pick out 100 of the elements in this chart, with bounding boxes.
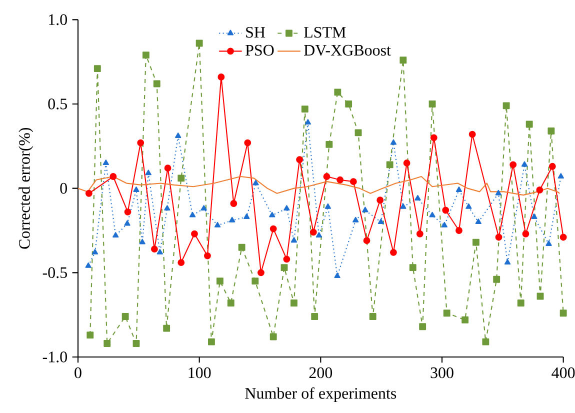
point xyxy=(472,238,480,246)
point xyxy=(510,161,517,168)
point xyxy=(536,186,544,194)
point xyxy=(200,205,207,211)
point xyxy=(124,220,130,226)
point xyxy=(378,218,384,224)
point xyxy=(558,173,564,179)
point xyxy=(178,259,185,266)
point xyxy=(189,212,196,218)
point xyxy=(414,194,421,200)
point xyxy=(390,248,397,256)
point xyxy=(156,248,163,254)
point xyxy=(442,206,450,214)
x-tick-label: 0 xyxy=(74,367,82,378)
point xyxy=(178,174,185,182)
point xyxy=(526,120,533,128)
point xyxy=(227,300,234,306)
point xyxy=(419,323,426,330)
point xyxy=(456,227,462,234)
point xyxy=(164,205,170,211)
point xyxy=(244,139,252,146)
point xyxy=(502,102,510,110)
y-tick-label: -0.5 xyxy=(42,267,67,278)
point xyxy=(345,100,352,108)
point xyxy=(296,156,304,164)
point xyxy=(462,316,469,324)
point xyxy=(350,178,357,186)
point xyxy=(403,160,410,166)
point xyxy=(560,234,567,241)
point xyxy=(132,340,140,347)
x-tick-label: 400 xyxy=(552,367,575,378)
point xyxy=(416,230,424,238)
point xyxy=(354,129,362,136)
point xyxy=(504,259,511,265)
point xyxy=(124,208,132,216)
point xyxy=(270,225,277,232)
point xyxy=(323,173,330,180)
point xyxy=(390,139,397,145)
point xyxy=(229,216,236,222)
point xyxy=(430,134,438,142)
point xyxy=(456,186,462,192)
point xyxy=(352,216,359,222)
point xyxy=(86,332,94,339)
point xyxy=(443,310,450,317)
point xyxy=(208,338,215,346)
point xyxy=(139,238,146,244)
point xyxy=(122,313,129,320)
point xyxy=(334,88,342,96)
point xyxy=(284,205,290,211)
point xyxy=(270,333,277,340)
point xyxy=(324,203,332,209)
point xyxy=(112,232,119,238)
x-axis-title: Number of experiments xyxy=(245,387,396,402)
x-tick-label: 200 xyxy=(309,367,332,378)
point xyxy=(164,164,172,172)
point xyxy=(216,278,224,285)
point xyxy=(252,278,259,285)
point xyxy=(204,252,211,260)
x-tick-label: 300 xyxy=(430,367,454,378)
point xyxy=(269,212,276,218)
point xyxy=(102,160,109,166)
point xyxy=(363,237,370,244)
point xyxy=(326,141,333,148)
point xyxy=(521,161,528,167)
point xyxy=(560,310,567,317)
point xyxy=(133,186,140,192)
point xyxy=(214,222,221,228)
point xyxy=(441,222,448,228)
point xyxy=(280,264,288,272)
point xyxy=(386,161,394,168)
point xyxy=(400,56,407,64)
y-tick-label: 1.0 xyxy=(49,14,67,26)
y-tick-label: -1.0 xyxy=(42,352,67,362)
point xyxy=(92,248,98,254)
point xyxy=(493,276,500,283)
point xyxy=(495,190,502,196)
point xyxy=(409,264,416,272)
point xyxy=(336,176,344,184)
point xyxy=(362,206,368,212)
point xyxy=(94,65,101,72)
point xyxy=(517,300,524,306)
point xyxy=(163,324,170,332)
point xyxy=(548,162,556,170)
point xyxy=(466,203,472,209)
point xyxy=(137,139,144,146)
point xyxy=(196,40,203,47)
legend-label: DV-XGBoost xyxy=(304,44,391,56)
x-tick-label: 100 xyxy=(188,367,211,378)
point xyxy=(150,246,158,253)
legend-label: LSTM xyxy=(304,26,346,38)
point xyxy=(252,180,259,186)
point xyxy=(301,106,308,113)
point xyxy=(522,230,530,238)
y-axis-title: Corrected error(%) xyxy=(18,128,34,249)
point xyxy=(311,313,318,320)
point xyxy=(110,173,117,180)
point xyxy=(400,203,406,209)
point xyxy=(495,234,502,241)
point xyxy=(548,128,555,134)
point xyxy=(145,170,152,176)
